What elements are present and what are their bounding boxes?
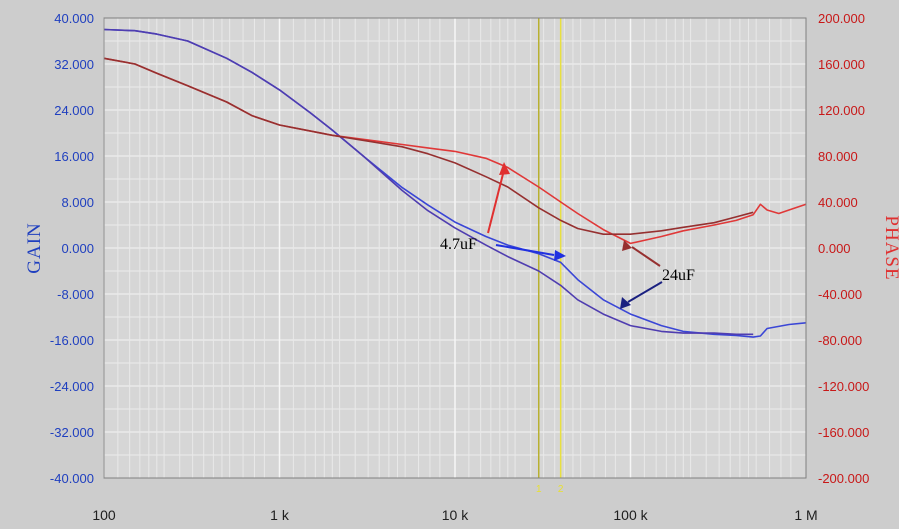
y-ticks-left: 40.000 32.000 24.000 16.000 8.000 0.000 -8.000… [50, 11, 94, 486]
cursor-label-2: 2 [558, 484, 564, 495]
arrowhead-24uf-phase [622, 240, 632, 251]
x-tick: 100 k [613, 507, 648, 523]
y-tick-left: -24.000 [50, 379, 94, 394]
annotations: 4.7uF 24uF [440, 162, 695, 309]
y-tick-right: 40.000 [818, 195, 858, 210]
annotation-arrow-24uf-gain [627, 281, 663, 303]
y-tick-right: 120.000 [818, 103, 865, 118]
series-group [103, 28, 807, 338]
annotation-arrow-4-7uf-gain [495, 244, 555, 256]
arrowhead-4-7uf-gain [554, 250, 566, 261]
y-tick-right: 0.000 [818, 241, 851, 256]
y-tick-right: 160.000 [818, 57, 865, 72]
y-tick-right: -200.000 [818, 471, 869, 486]
y-axis-title-left: GAIN [24, 222, 45, 274]
annotation-label-4-7uf: 4.7uF [440, 236, 477, 253]
annotation-arrow-24uf-phase [631, 246, 661, 267]
arrowhead-24uf-gain [620, 297, 631, 309]
y-tick-left: 0.000 [61, 241, 94, 256]
y-tick-left: -16.000 [50, 333, 94, 348]
arrowhead-4-7uf-phase [499, 162, 510, 175]
y-tick-left: -40.000 [50, 471, 94, 486]
y-tick-left: 40.000 [54, 11, 94, 26]
y-axis-title-right: PHASE [881, 215, 899, 280]
y-tick-left: 24.000 [54, 103, 94, 118]
y-ticks-right: 200.000 160.000 120.000 80.000 40.000 0.000 -4… [818, 11, 869, 486]
series-line-4 [103, 57, 754, 235]
y-tick-right: 200.000 [818, 11, 865, 26]
y-tick-right: -40.000 [818, 287, 862, 302]
y-tick-right: -120.000 [818, 379, 869, 394]
cursor-label-1: 1 [536, 484, 542, 495]
y-tick-left: 8.000 [61, 195, 94, 210]
x-tick: 1 M [794, 507, 817, 523]
y-tick-left: 32.000 [54, 57, 94, 72]
plot-border [103, 17, 807, 479]
x-ticks: 100 1 k 10 k 100 k 1 M [92, 507, 817, 523]
y-tick-right: -160.000 [818, 425, 869, 440]
x-tick: 1 k [270, 507, 290, 523]
grid [103, 17, 806, 479]
x-tick: 100 [92, 507, 116, 523]
y-tick-right: 80.000 [818, 149, 858, 164]
y-tick-left: 16.000 [54, 149, 94, 164]
annotation-label-24uf: 24uF [662, 267, 695, 284]
annotation-arrow-4-7uf-phase [487, 169, 505, 234]
y-tick-left: -8.000 [57, 287, 94, 302]
x-tick: 10 k [442, 507, 469, 523]
y-tick-left: -32.000 [50, 425, 94, 440]
y-tick-right: -80.000 [818, 333, 862, 348]
series-line-2 [103, 28, 754, 336]
